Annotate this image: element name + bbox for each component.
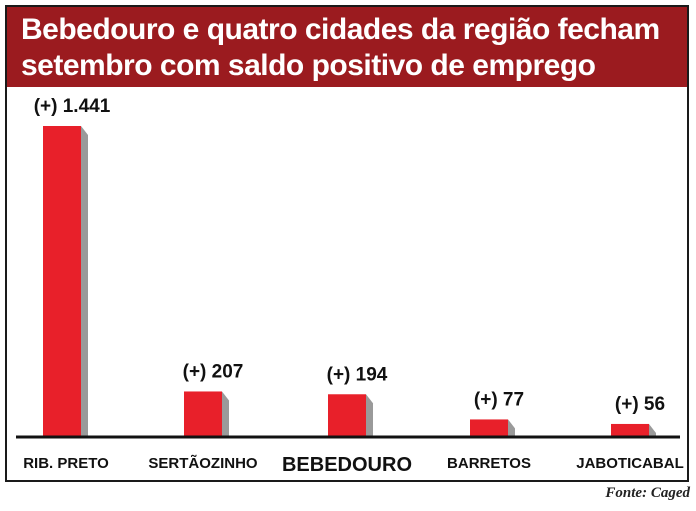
chart-title-line-1: Bebedouro e quatro cidades da região fec…: [21, 13, 660, 46]
source-note: Fonte: Caged: [605, 485, 690, 501]
bar-shadow: [81, 126, 88, 436]
bar-shadow: [508, 419, 515, 436]
category-label: RIB. PRETO: [23, 455, 109, 472]
bar-jaboticabal: [611, 423, 649, 436]
data-label: (+) 207: [183, 361, 244, 382]
data-label: (+) 77: [474, 389, 524, 410]
data-label: (+) 56: [615, 394, 665, 415]
bar-barretos: [470, 419, 508, 436]
chart-title-line-2: setembro com saldo positivo de emprego: [21, 49, 596, 82]
bar-bebedouro: [328, 394, 366, 436]
category-label: BARRETOS: [447, 455, 531, 472]
bar-shadow: [366, 394, 373, 436]
bar-shadow: [222, 391, 229, 436]
chart-header: Bebedouro e quatro cidades da região fec…: [7, 7, 687, 87]
category-label: JABOTICABAL: [576, 455, 684, 472]
data-label: (+) 194: [327, 364, 388, 385]
data-label: (+) 1.441: [34, 96, 111, 117]
bar-rib-preto: [43, 126, 81, 436]
bar-sert-ozinho: [184, 391, 222, 436]
category-label: BEBEDOURO: [282, 454, 412, 476]
category-label: SERTÃOZINHO: [148, 454, 258, 472]
bar-shadow: [649, 423, 656, 436]
